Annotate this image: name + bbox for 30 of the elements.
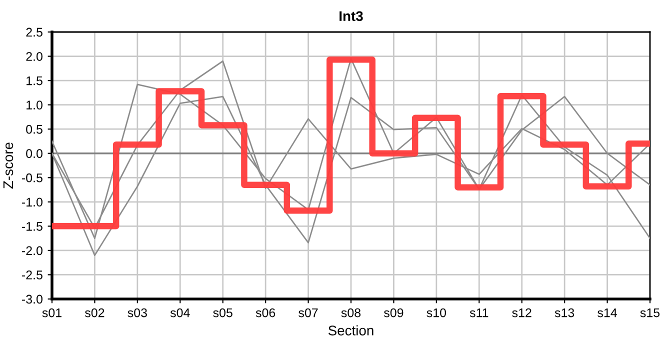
x-tick-label: s04 (170, 308, 190, 318)
y-tick-label: -1.0 (22, 198, 42, 207)
y-tick-label: 1.0 (26, 100, 42, 110)
x-tick-label: s08 (341, 308, 361, 318)
y-tick-label: -0.5 (22, 173, 42, 182)
x-tick-label: s10 (426, 308, 446, 318)
y-tick-label: 2.0 (26, 52, 42, 61)
y-tick-label: 2.5 (26, 28, 42, 37)
y-tick-label: -2.5 (22, 270, 42, 280)
x-axis-title: Section (328, 325, 374, 336)
y-tick-label: -3.0 (22, 294, 42, 304)
x-tick-label: s03 (128, 308, 147, 318)
x-tick-label: s14 (598, 308, 617, 318)
x-tick-label: s01 (42, 308, 62, 318)
x-tick-label: s15 (640, 308, 660, 318)
x-tick-label: s02 (84, 308, 104, 318)
y-tick-label: 1.5 (26, 76, 42, 86)
x-tick-label: s06 (256, 308, 276, 318)
x-tick-label: s09 (384, 308, 404, 318)
y-axis-title: Z-score (3, 142, 14, 189)
x-tick-label: s11 (470, 308, 488, 318)
chart-title: Int3 (340, 11, 363, 22)
y-tick-label: 0.0 (26, 149, 42, 158)
y-tick-label: 0.5 (26, 124, 42, 134)
x-tick-label: s07 (298, 308, 318, 318)
y-tick-label: -1.5 (22, 222, 42, 231)
x-tick-label: s12 (512, 308, 532, 318)
y-tick-label: -2.0 (22, 246, 42, 256)
x-tick-label: s13 (554, 308, 574, 318)
x-tick-label: s05 (213, 308, 232, 318)
